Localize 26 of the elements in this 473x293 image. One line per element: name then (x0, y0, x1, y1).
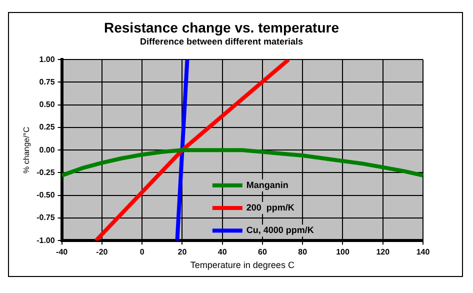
chart-title: Resistance change vs. temperature (104, 19, 340, 36)
y-tick-label: -0.25 (36, 168, 56, 177)
legend-label: 200 ppm/K (246, 202, 295, 212)
y-tick-label: -1.00 (36, 236, 56, 245)
x-tick-label: 60 (258, 248, 268, 257)
x-axis-title: Temperature in degrees C (190, 260, 295, 270)
x-tick-label: 140 (416, 248, 430, 257)
y-tick-label: 0.00 (39, 145, 56, 154)
x-tick-label: 120 (376, 248, 390, 257)
x-tick-label: 0 (140, 248, 145, 257)
y-tick-label: -0.50 (36, 190, 56, 200)
y-tick-label: 1.00 (39, 54, 56, 64)
chart-subtitle: Difference between different materials (140, 36, 304, 47)
x-tick-label: 80 (298, 248, 308, 257)
y-tick-label: -0.75 (36, 213, 56, 222)
x-tick-label: 20 (178, 248, 188, 257)
y-tick-label: 0.25 (39, 122, 56, 132)
x-tick-label: -20 (96, 248, 108, 257)
legend-label: Manganin (246, 180, 288, 190)
x-tick-label: 40 (218, 248, 228, 257)
y-tick-label: 0.50 (39, 100, 56, 110)
x-tick-label: -40 (56, 248, 68, 257)
y-axis-title: % change/°C (22, 126, 32, 174)
legend-label: Cu, 4000 ppm/K (246, 225, 314, 236)
y-tick-label: 0.75 (39, 77, 56, 86)
x-tick-label: 100 (336, 248, 350, 257)
